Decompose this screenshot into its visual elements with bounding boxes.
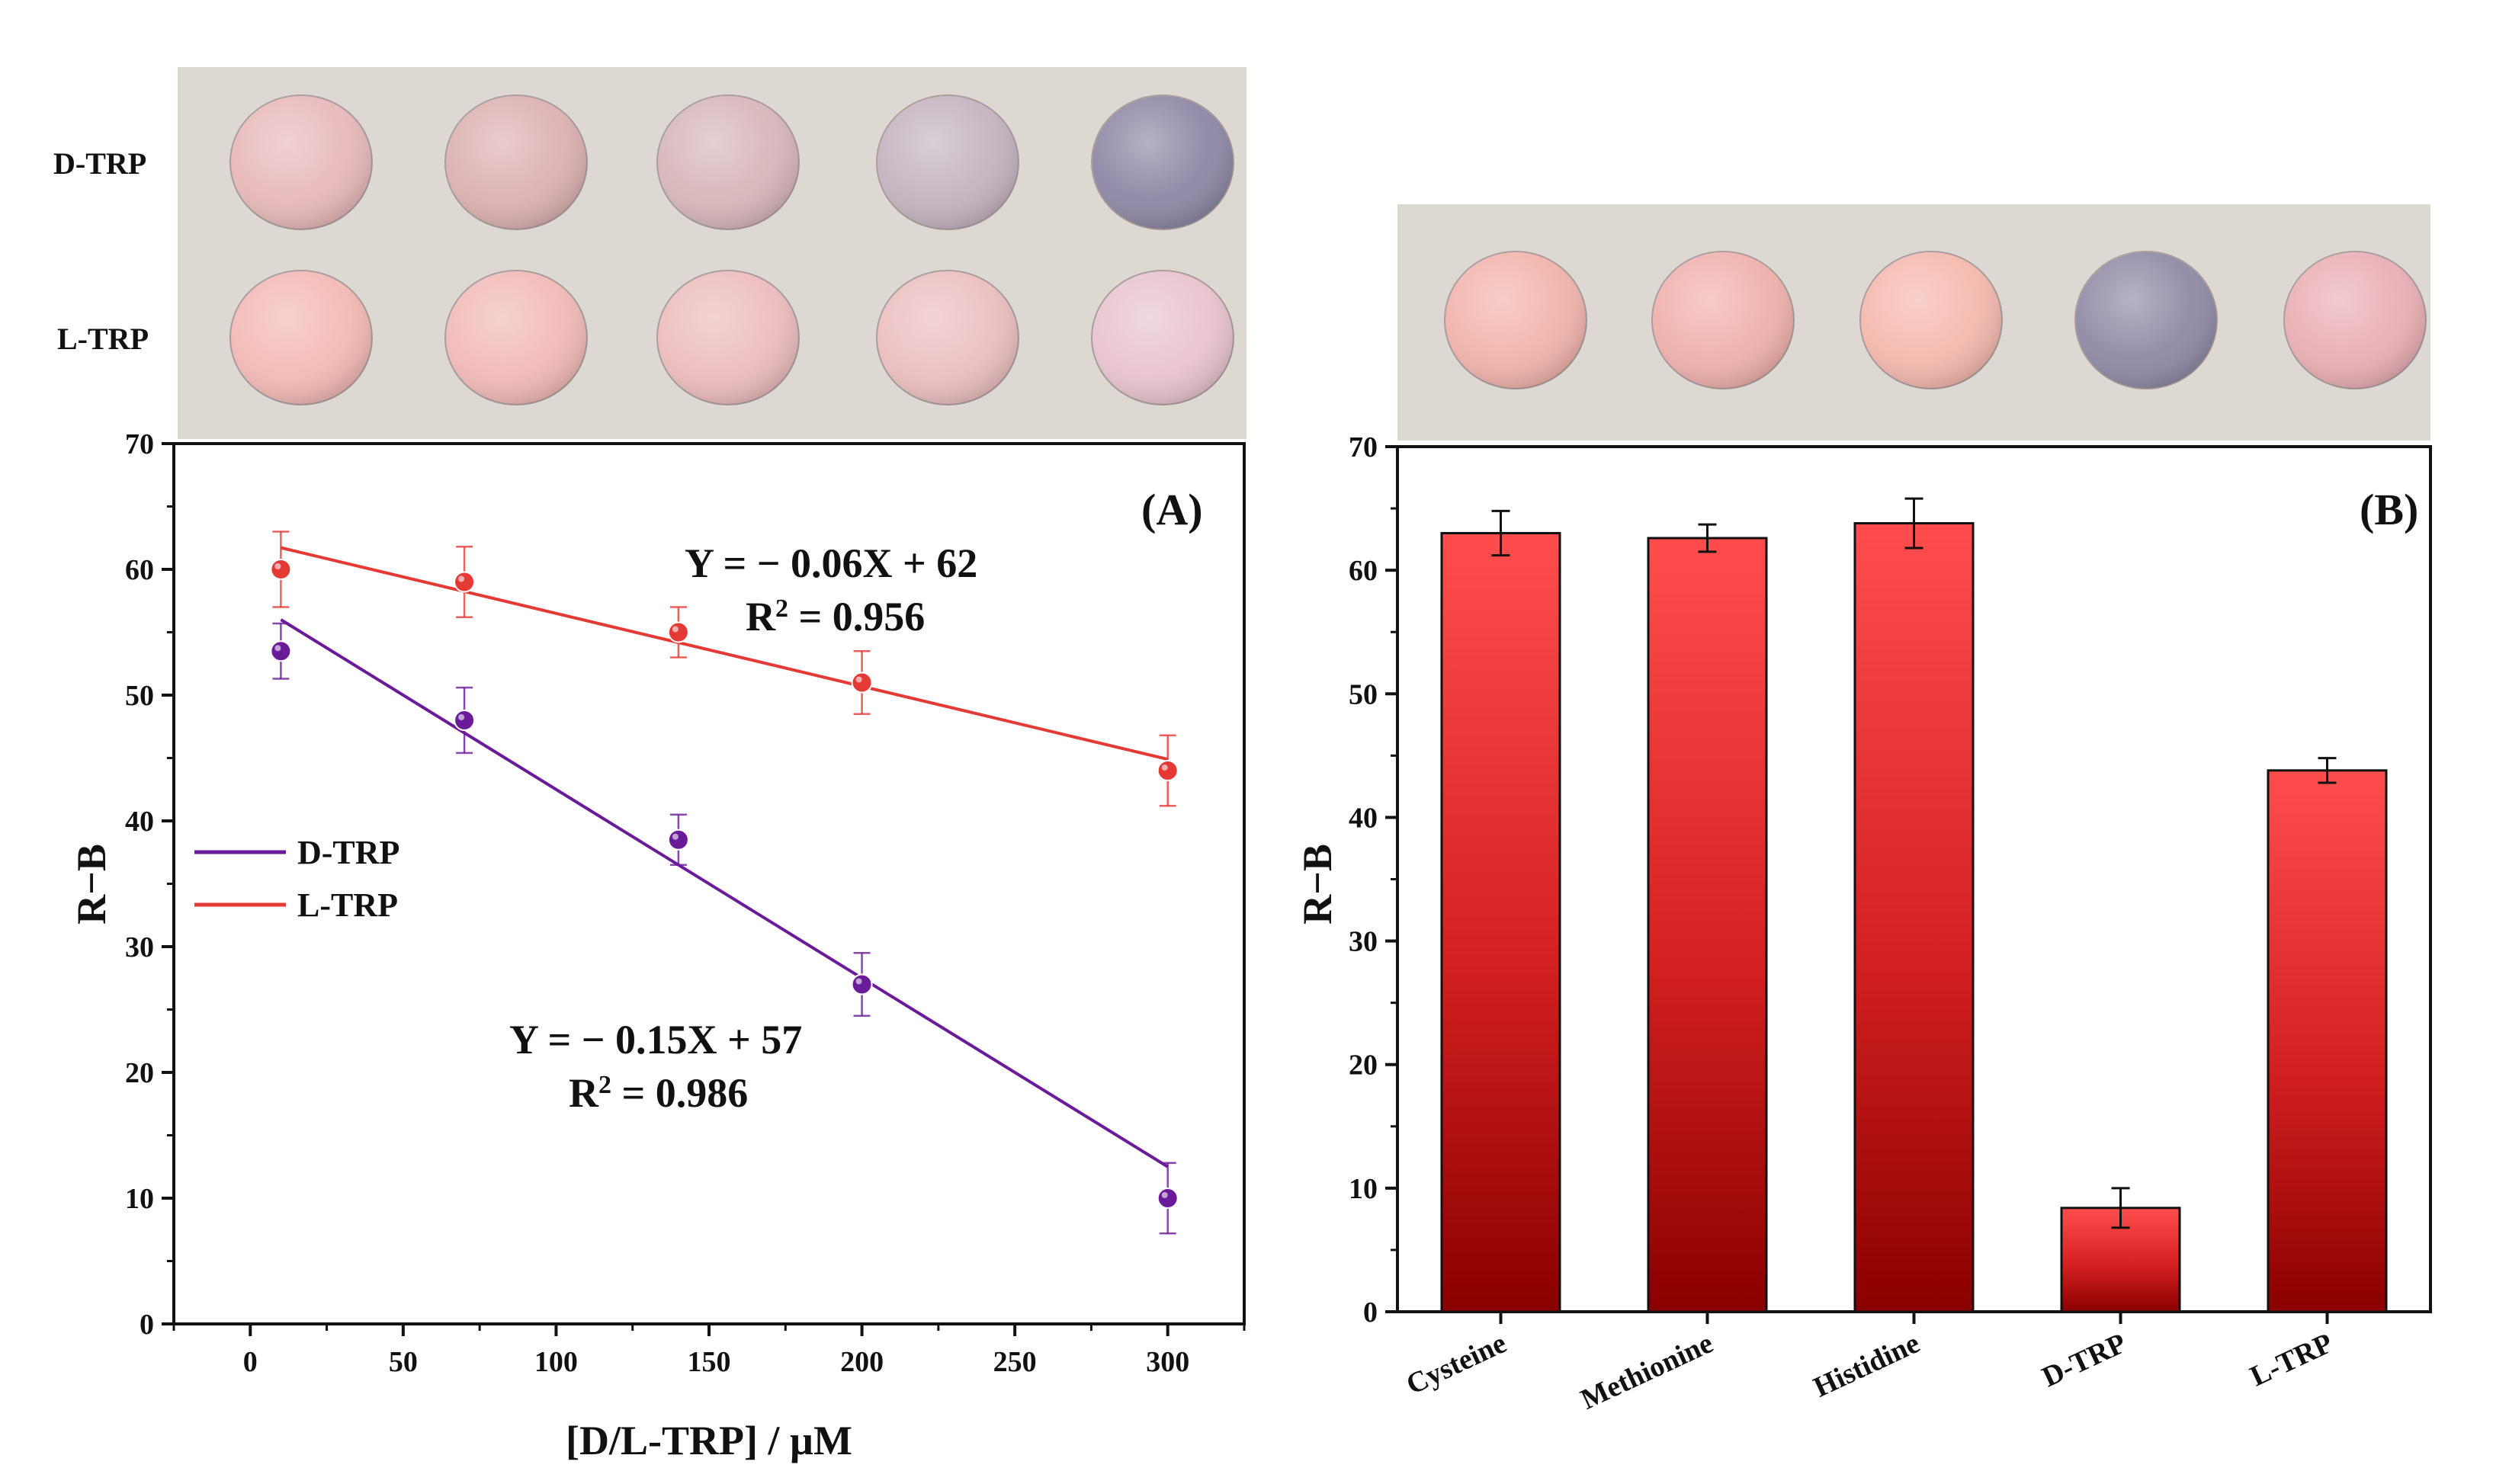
- chart-a-x-tick-label: 0: [243, 1346, 258, 1378]
- chart-a-point-highlight-l-trp: [274, 563, 281, 569]
- chart-a-point-highlight-d-trp: [672, 833, 679, 840]
- chart-a-point-l-trp: [1157, 760, 1179, 781]
- chart-a-y-tick-label: 20: [125, 1057, 154, 1089]
- photo-b-well-shine: [1860, 252, 2002, 389]
- chart-a-point-l-trp: [851, 671, 873, 694]
- chart-a-l-trp-r2: R2 = 0.956: [746, 594, 925, 639]
- chart-b-bar: [1440, 532, 1561, 1313]
- chart-a-y-tick-label: 30: [125, 931, 154, 963]
- photo-a-well-shine: [877, 271, 1019, 405]
- photo-a-well-shine: [445, 271, 587, 405]
- chart-b-y-tick-label: 30: [1349, 926, 1378, 958]
- photo-a-well-shine: [1092, 271, 1234, 405]
- photo-b-well-shine: [1652, 252, 1794, 389]
- chart-a-point-highlight-d-trp: [458, 714, 465, 720]
- chart-b-category-label: Histidine: [1809, 1327, 1925, 1404]
- chart-b-category-label: L-TRP: [2245, 1327, 2337, 1393]
- chart-b-category-label: Methionine: [1576, 1327, 1718, 1416]
- chart-a-fit-line-l-trp: [280, 546, 1169, 761]
- chart-b-y-tick-label: 10: [1349, 1173, 1378, 1205]
- chart-b-y-tick-label: 70: [1349, 431, 1378, 463]
- photo-a-well-shine: [657, 271, 799, 405]
- chart-a-y-axis-title: R−B: [69, 844, 114, 925]
- chart-a-y-tick-label: 10: [125, 1183, 154, 1215]
- photo-a-row-label-d: D-TRP: [53, 146, 146, 181]
- chart-a-fit-line-d-trp: [280, 618, 1169, 1168]
- legend-l-trp-label: L-TRP: [297, 886, 398, 924]
- chart-a-point-d-trp: [454, 710, 476, 731]
- chart-a-y-tick-label: 60: [125, 554, 154, 586]
- chart-b: 0 10 20 30 40 50 60 70 Cysteine Methionine Histid…: [1295, 431, 2432, 1416]
- chart-a-x-tick-label: 250: [993, 1346, 1037, 1378]
- photo-a-well-shine: [877, 95, 1019, 229]
- chart-a-point-d-trp: [667, 829, 689, 851]
- photo-b-well-shine: [1445, 252, 1587, 389]
- chart-a-legend: D-TRP L-TRP: [194, 834, 399, 924]
- chart-b-y-tick-label: 40: [1349, 802, 1378, 834]
- chart-a-point-d-trp: [851, 973, 873, 995]
- chart-a-point-l-trp: [667, 621, 689, 643]
- photo-a-well-shine: [657, 95, 799, 229]
- chart-b-panel-label: (B): [2360, 485, 2418, 534]
- photo-b: [1397, 204, 2430, 441]
- chart-a-x-tick-label: 300: [1146, 1346, 1189, 1378]
- chart-a-point-l-trp: [454, 571, 476, 593]
- chart-b-y-tick-label: 20: [1349, 1050, 1378, 1082]
- legend-d-trp-label: D-TRP: [297, 834, 399, 871]
- chart-b-category-label: D-TRP: [2037, 1327, 2131, 1393]
- photo-a-well-shine: [230, 95, 372, 229]
- chart-a-point-highlight-l-trp: [672, 626, 679, 633]
- chart-a-point-d-trp: [270, 640, 292, 662]
- chart-b-bar: [1853, 522, 1975, 1313]
- chart-a-point-d-trp: [1157, 1188, 1179, 1209]
- chart-a-y-tick-label: 0: [140, 1309, 154, 1341]
- chart-a-y-tick-label: 70: [125, 428, 154, 460]
- photo-a-well-shine: [1092, 95, 1234, 229]
- photo-b-well-shine: [2075, 252, 2217, 389]
- chart-a-x-axis-title: [D/L-TRP] / µM: [566, 1418, 852, 1463]
- chart-a-d-trp-equation: Y = − 0.15X + 57: [509, 1017, 802, 1063]
- photo-a-well-shine: [230, 271, 372, 405]
- chart-b-y-tick-label: 50: [1349, 678, 1378, 710]
- chart-a-point-highlight-l-trp: [855, 676, 862, 683]
- chart-b-y-tick-label: 0: [1363, 1296, 1378, 1329]
- chart-a-point-highlight-l-trp: [1161, 764, 1168, 771]
- chart-a-panel-label: (A): [1141, 485, 1203, 534]
- chart-a-x-tick-label: 50: [389, 1346, 418, 1378]
- chart-a: 0 50 100 150 200 250 300 0 10 20 30 40 50 60 70 (A) Y …: [69, 428, 1246, 1463]
- chart-b-bar: [2267, 769, 2388, 1313]
- chart-a-point-highlight-d-trp: [855, 978, 862, 985]
- chart-a-x-tick-label: 100: [534, 1346, 578, 1378]
- chart-a-point-l-trp: [270, 559, 292, 580]
- photo-b-well-shine: [2284, 252, 2426, 389]
- chart-a-x-tick-label: 150: [688, 1346, 731, 1378]
- chart-a-y-tick-label: 40: [125, 806, 154, 838]
- chart-a-point-highlight-d-trp: [1161, 1192, 1168, 1198]
- chart-b-category-label: Cysteine: [1401, 1327, 1511, 1401]
- chart-a-l-trp-equation: Y = − 0.06X + 62: [685, 540, 977, 586]
- photo-a-row-label-l: L-TRP: [57, 322, 149, 356]
- chart-b-y-tick-label: 60: [1349, 555, 1378, 587]
- chart-b-bar: [1647, 537, 1768, 1313]
- chart-a-x-tick-label: 200: [840, 1346, 884, 1378]
- chart-a-point-highlight-l-trp: [458, 575, 465, 582]
- chart-a-d-trp-r2: R2 = 0.986: [569, 1070, 748, 1116]
- photo-a-well-shine: [445, 95, 587, 229]
- chart-a-point-highlight-d-trp: [274, 645, 281, 652]
- chart-b-y-axis-title: R−B: [1295, 844, 1340, 925]
- photo-a: D-TRP L-TRP: [53, 67, 1246, 439]
- chart-a-y-tick-label: 50: [125, 680, 154, 712]
